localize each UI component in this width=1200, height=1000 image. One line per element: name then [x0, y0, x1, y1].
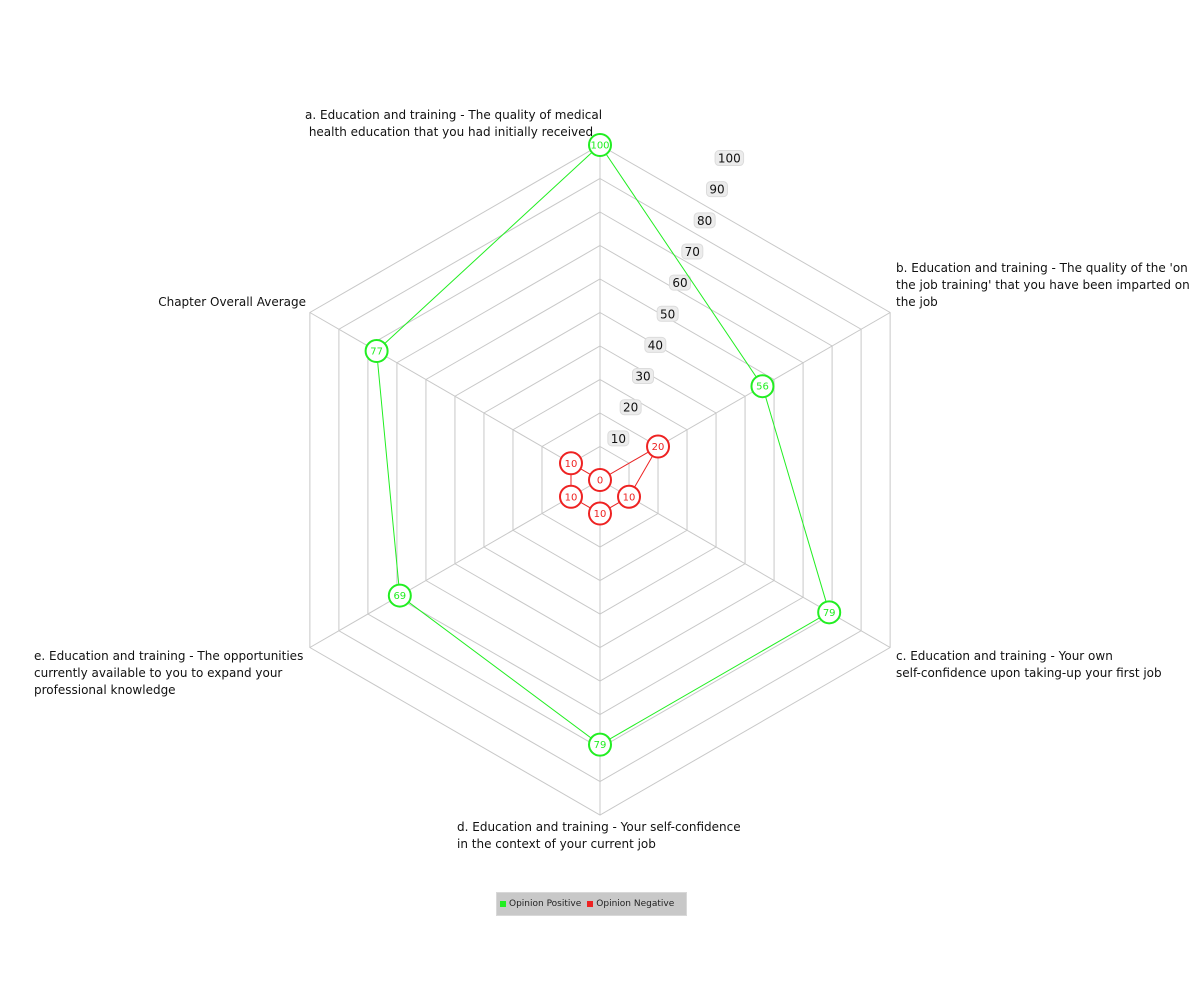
axis-label: Chapter Overall Average: [158, 295, 306, 309]
svg-text:30: 30: [635, 370, 650, 384]
spoke-line: [309, 312, 601, 481]
tick-label: 50: [656, 305, 679, 322]
axis-label: d. Education and training - Your self-co…: [457, 820, 741, 851]
svg-text:60: 60: [672, 276, 687, 290]
axis-label: c. Education and training - Your own self…: [896, 649, 1162, 680]
legend-item-negative: Opinion Negative: [587, 899, 674, 909]
data-point: [588, 732, 612, 757]
data-point: [387, 583, 412, 608]
svg-text:40: 40: [648, 338, 663, 352]
legend-item-positive: Opinion Positive: [500, 899, 581, 909]
tick-label: 90: [705, 181, 728, 198]
data-point: [558, 484, 583, 509]
data-point: [817, 600, 842, 625]
tick-label: 60: [668, 274, 691, 291]
tick-label: 80: [693, 212, 716, 229]
tick-label: 100: [714, 150, 745, 167]
series: 100 56 79 79 69 77 0 20 10 10 10 10: [364, 133, 842, 757]
data-label: 10: [594, 509, 607, 520]
series-negative: 0 20 10 10 10 10: [558, 434, 671, 526]
data-label: 79: [823, 608, 836, 619]
data-point: [588, 133, 612, 157]
data-label: 0: [597, 476, 603, 487]
data-point: [558, 451, 583, 476]
legend-swatch-negative: [587, 901, 594, 907]
data-point: [617, 484, 642, 509]
data-point: [588, 501, 612, 526]
data-label: 56: [756, 382, 769, 393]
data-label: 10: [623, 492, 636, 503]
svg-text:70: 70: [685, 245, 700, 259]
data-label: 79: [594, 740, 607, 751]
data-label: 10: [565, 492, 578, 503]
data-label: 100: [590, 141, 609, 152]
axis-label: e. Education and training - The opportun…: [34, 649, 303, 697]
legend-swatch-positive: [500, 901, 506, 907]
tick-label: 30: [631, 368, 654, 385]
data-point: [646, 434, 671, 459]
data-label: 20: [652, 442, 665, 453]
spoke-line: [599, 479, 891, 648]
tick-labels: 10 20 30 40 50 60 70 80 90 100: [607, 150, 745, 447]
legend-label-negative: Opinion Negative: [596, 899, 675, 909]
svg-text:10: 10: [611, 432, 626, 446]
data-label: 69: [393, 591, 406, 602]
tick-label: 10: [607, 430, 630, 447]
data-label: 77: [370, 347, 383, 358]
data-point: [750, 374, 775, 399]
data-point: [588, 468, 612, 492]
axis-label: b. Education and training - The quality …: [896, 261, 1190, 309]
svg-text:50: 50: [660, 307, 675, 321]
data-point: [364, 339, 389, 364]
legend: Opinion Positive Opinion Negative: [496, 892, 688, 916]
svg-text:90: 90: [709, 183, 724, 197]
tick-label: 20: [619, 399, 642, 416]
legend-label-positive: Opinion Positive: [509, 899, 582, 909]
tick-label: 40: [644, 336, 667, 353]
tick-label: 70: [681, 243, 704, 260]
data-label: 10: [565, 459, 578, 470]
axis-label: a. Education and training - The quality …: [305, 108, 602, 139]
axis-labels: a. Education and training - The quality …: [34, 108, 1190, 851]
svg-text:20: 20: [623, 401, 638, 415]
series-line: [570, 445, 660, 515]
svg-text:80: 80: [697, 214, 712, 228]
svg-text:100: 100: [718, 152, 741, 166]
spoke-line: [309, 479, 601, 648]
